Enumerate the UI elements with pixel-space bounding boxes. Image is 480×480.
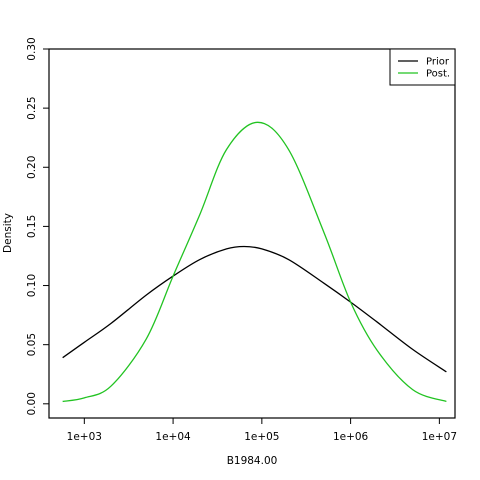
x-tick-label: 1e+05 xyxy=(244,431,279,443)
legend-label: Post. xyxy=(426,69,450,80)
x-tick-label: 1e+03 xyxy=(67,431,102,443)
y-tick-label: 0.05 xyxy=(26,333,38,356)
plot-frame xyxy=(48,48,456,419)
x-axis: 1e+03 1e+04 1e+05 1e+06 1e+07 xyxy=(67,418,457,443)
x-axis-label: B1984.00 xyxy=(227,455,278,467)
y-tick-label: 0.00 xyxy=(26,392,38,415)
x-tick-label: 1e+04 xyxy=(155,431,191,443)
series-line-prior xyxy=(62,245,447,373)
y-tick-label: 0.30 xyxy=(26,37,38,60)
plot-area xyxy=(48,48,456,419)
x-tick-label: 1e+07 xyxy=(422,431,457,443)
y-tick-label: 0.20 xyxy=(26,156,38,179)
y-tick-label: 0.10 xyxy=(26,274,38,297)
y-tick-label: 0.25 xyxy=(26,96,38,119)
y-axis: 0.00 0.05 0.10 0.15 0.20 0.25 0.30 xyxy=(26,37,49,416)
x-tick-label: 1e+06 xyxy=(333,431,369,443)
series-layer xyxy=(62,121,447,403)
legend-label: Prior xyxy=(426,57,450,68)
y-axis-label: Density xyxy=(2,213,14,253)
y-tick-label: 0.15 xyxy=(26,215,38,238)
legend-box xyxy=(389,48,456,86)
series-line-post xyxy=(62,121,447,403)
